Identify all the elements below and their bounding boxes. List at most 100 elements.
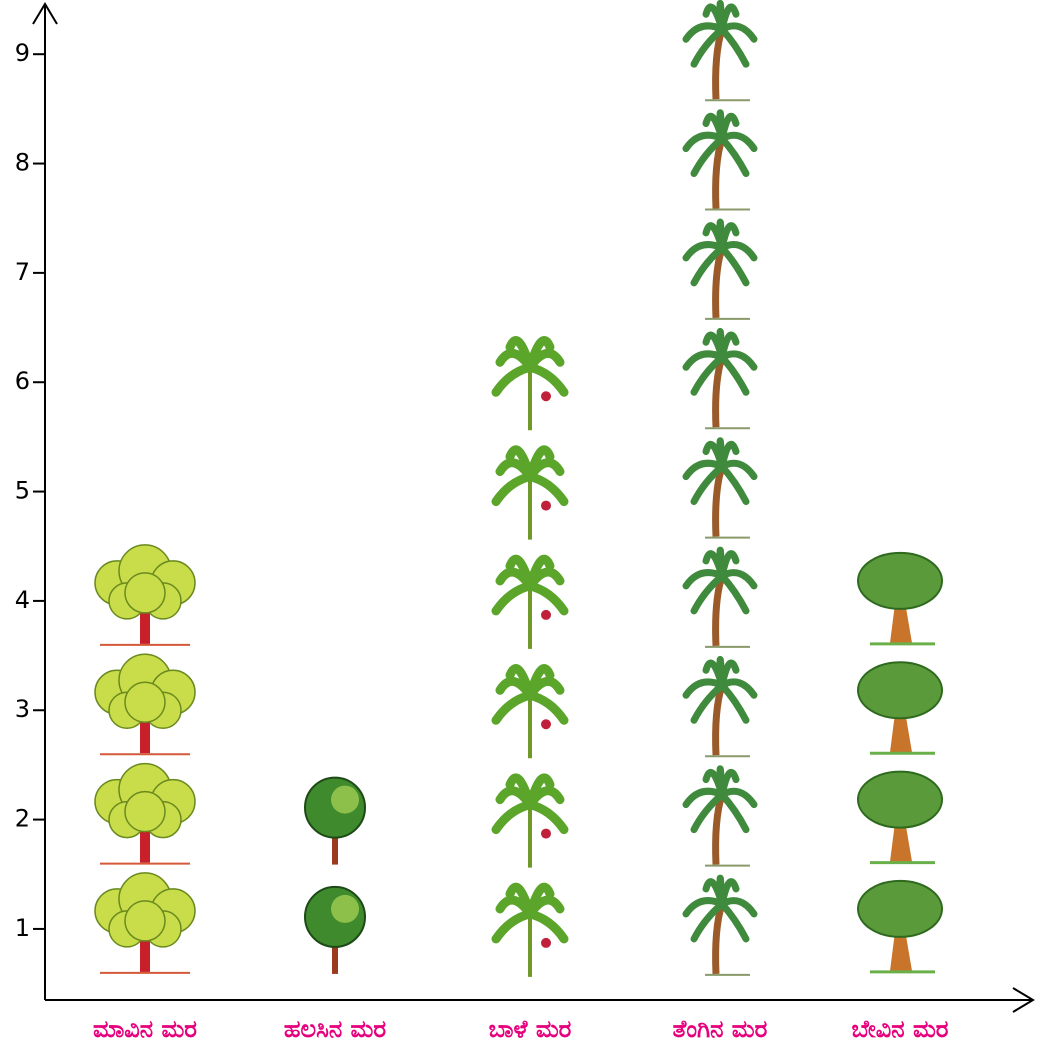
x-axis-arrow	[1012, 987, 1035, 1013]
tree-icon	[857, 770, 943, 865]
trunk	[140, 595, 150, 644]
frond	[716, 765, 726, 799]
leaf	[525, 472, 569, 507]
frond	[716, 109, 726, 143]
leaf	[525, 336, 555, 372]
tree-icon	[857, 879, 943, 974]
leaf	[491, 909, 535, 944]
frond	[690, 900, 726, 943]
tree-icon	[682, 874, 758, 976]
flower	[541, 391, 551, 402]
crown	[857, 551, 943, 610]
leaf	[525, 909, 569, 944]
leaf	[525, 664, 555, 700]
trunk	[712, 574, 726, 647]
y-tick-label: 7	[15, 258, 30, 286]
frond	[716, 0, 726, 33]
pictograph-column	[682, 0, 758, 976]
tree-icon	[491, 882, 569, 977]
tree-icon	[304, 776, 366, 865]
pictograph-column	[304, 776, 366, 974]
y-axis-arrow	[32, 2, 58, 25]
flower	[541, 609, 551, 620]
tree-icon	[682, 437, 758, 539]
tree-icon	[94, 544, 196, 646]
tree-icon	[682, 0, 758, 102]
tree-icon	[491, 336, 569, 431]
frond	[718, 463, 750, 506]
crown	[124, 572, 166, 614]
trunk	[140, 923, 150, 972]
frond	[716, 656, 726, 689]
frond	[690, 244, 726, 287]
tree-icon	[682, 109, 758, 211]
frond	[690, 135, 726, 178]
trunk	[712, 28, 726, 100]
y-tick-label: 6	[15, 367, 30, 395]
leaf	[491, 690, 535, 725]
trunk	[140, 705, 150, 754]
frond	[718, 353, 750, 396]
tree-icon	[491, 554, 569, 649]
leaf	[491, 472, 535, 507]
tree-icon	[857, 551, 943, 646]
tree-icon	[682, 656, 758, 758]
leaf	[525, 882, 555, 919]
frond	[690, 353, 726, 396]
trunk	[712, 465, 726, 537]
leaf	[525, 800, 569, 835]
pictograph-column	[94, 544, 196, 974]
frond	[718, 25, 750, 68]
trunk	[712, 246, 726, 319]
trunk	[140, 814, 150, 863]
leaf	[525, 554, 555, 591]
pictograph-column	[857, 551, 943, 974]
y-tick-label: 1	[15, 914, 30, 942]
trunk	[332, 819, 338, 865]
y-tick-label: 8	[15, 149, 30, 177]
frond	[718, 135, 750, 178]
leaf	[525, 445, 555, 482]
x-tick-label: ಬಾಳೆ ಮರ	[489, 1015, 572, 1043]
y-tick-label: 4	[15, 586, 30, 614]
flower	[541, 719, 551, 730]
x-tick-label: ಮಾವಿನ ಮರ	[93, 1015, 197, 1043]
x-tick-label: ತೆಂಗಿನ ಮರ	[673, 1015, 768, 1043]
tree-icon	[94, 872, 196, 974]
frond	[718, 681, 750, 724]
x-tick-label: ಬೇವಿನ ಮರ	[852, 1015, 949, 1043]
leaf	[525, 773, 555, 810]
leaf	[491, 581, 535, 616]
trunk	[712, 137, 726, 209]
leaf	[525, 362, 569, 397]
tree-icon	[682, 328, 758, 430]
crown-light	[331, 785, 359, 814]
frond	[718, 572, 750, 615]
trunk	[712, 356, 726, 428]
tree-icon	[682, 218, 758, 320]
tree-icon	[682, 546, 758, 648]
frond	[718, 900, 750, 943]
frond	[716, 874, 726, 908]
trunk	[712, 902, 726, 975]
crown	[857, 770, 943, 829]
crown	[857, 661, 943, 720]
y-tick-label: 5	[15, 477, 30, 505]
tree-icon	[94, 653, 196, 756]
leaf	[525, 690, 569, 725]
crown	[124, 681, 166, 723]
tree-icon	[94, 762, 196, 865]
y-tick-label: 2	[15, 805, 30, 833]
frond	[690, 572, 726, 615]
crown	[124, 900, 166, 942]
flower	[541, 937, 551, 948]
flower	[541, 828, 551, 839]
frond	[718, 244, 750, 287]
tree-icon	[857, 661, 943, 755]
frond	[716, 437, 726, 471]
frond	[716, 546, 726, 580]
tree-icon	[304, 885, 366, 974]
frond	[690, 791, 726, 834]
